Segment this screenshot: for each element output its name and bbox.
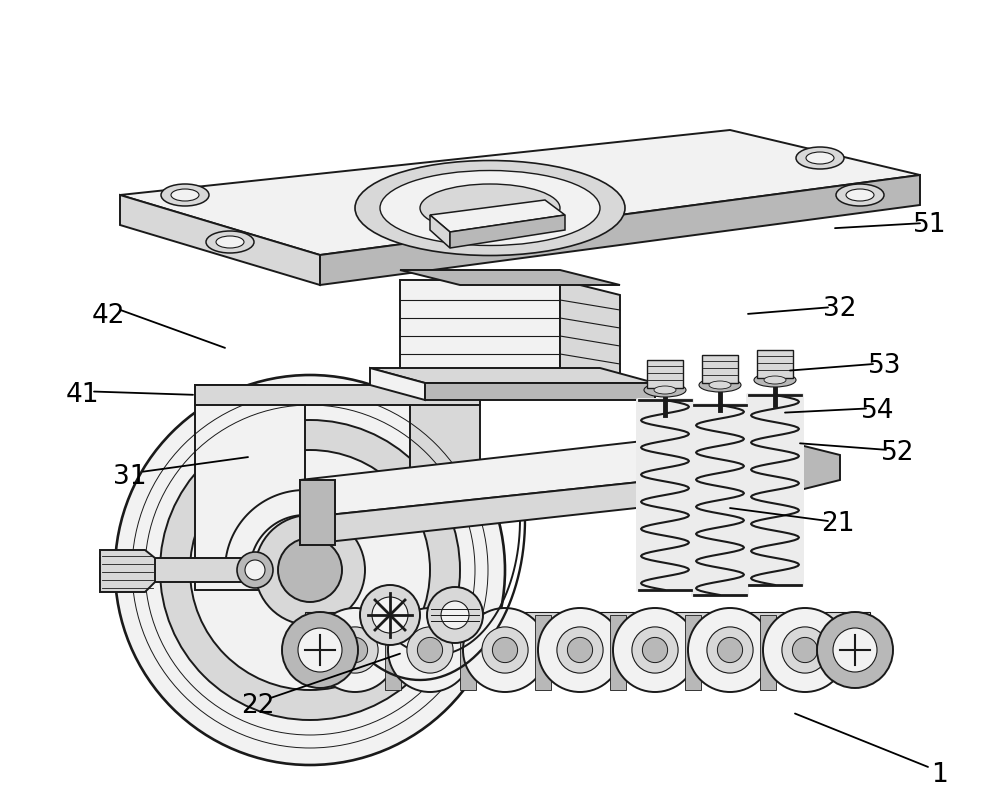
- Ellipse shape: [836, 184, 884, 206]
- Polygon shape: [684, 615, 700, 690]
- Circle shape: [278, 538, 342, 602]
- Polygon shape: [300, 465, 800, 545]
- FancyBboxPatch shape: [746, 393, 804, 587]
- Polygon shape: [400, 270, 620, 285]
- Circle shape: [717, 637, 743, 663]
- Text: 51: 51: [913, 212, 947, 238]
- Circle shape: [298, 628, 342, 672]
- Text: 1: 1: [932, 762, 948, 788]
- Text: 54: 54: [861, 398, 895, 424]
- Ellipse shape: [846, 189, 874, 201]
- Ellipse shape: [171, 189, 199, 201]
- Polygon shape: [757, 350, 793, 378]
- Polygon shape: [760, 615, 776, 690]
- Circle shape: [388, 608, 472, 692]
- Ellipse shape: [709, 381, 731, 389]
- Ellipse shape: [796, 147, 844, 169]
- Polygon shape: [702, 355, 738, 383]
- Polygon shape: [410, 400, 480, 500]
- Ellipse shape: [699, 378, 741, 392]
- Circle shape: [255, 515, 365, 625]
- Polygon shape: [560, 280, 620, 385]
- Circle shape: [313, 608, 397, 692]
- Circle shape: [245, 560, 265, 580]
- Text: 52: 52: [881, 440, 915, 466]
- Text: 32: 32: [823, 296, 857, 322]
- Ellipse shape: [216, 236, 244, 248]
- Polygon shape: [370, 368, 425, 400]
- Polygon shape: [300, 430, 800, 518]
- Text: 21: 21: [821, 511, 855, 537]
- Polygon shape: [195, 385, 305, 590]
- Polygon shape: [534, 615, 550, 690]
- Circle shape: [642, 637, 668, 663]
- Ellipse shape: [161, 184, 209, 206]
- Circle shape: [332, 627, 378, 673]
- Circle shape: [417, 637, 443, 663]
- Circle shape: [567, 637, 593, 663]
- Text: 53: 53: [868, 353, 902, 379]
- Polygon shape: [647, 360, 683, 388]
- Circle shape: [538, 608, 622, 692]
- Circle shape: [613, 608, 697, 692]
- Text: 22: 22: [241, 693, 275, 719]
- Polygon shape: [610, 615, 626, 690]
- Circle shape: [688, 608, 772, 692]
- FancyBboxPatch shape: [691, 403, 749, 597]
- Circle shape: [441, 601, 469, 629]
- Circle shape: [407, 627, 453, 673]
- Circle shape: [190, 450, 430, 690]
- Circle shape: [342, 637, 368, 663]
- Ellipse shape: [206, 231, 254, 253]
- Circle shape: [427, 587, 483, 643]
- Polygon shape: [195, 385, 480, 405]
- Circle shape: [492, 637, 518, 663]
- Circle shape: [372, 597, 408, 633]
- Ellipse shape: [380, 171, 600, 245]
- Polygon shape: [425, 383, 655, 400]
- Circle shape: [463, 608, 547, 692]
- Polygon shape: [100, 558, 255, 582]
- Circle shape: [115, 375, 505, 765]
- Polygon shape: [100, 550, 155, 592]
- Text: 31: 31: [113, 464, 147, 490]
- Circle shape: [282, 612, 358, 688]
- Ellipse shape: [420, 184, 560, 232]
- Circle shape: [792, 637, 818, 663]
- Ellipse shape: [806, 152, 834, 164]
- Circle shape: [160, 420, 460, 720]
- Polygon shape: [430, 200, 565, 232]
- Polygon shape: [305, 612, 870, 625]
- Ellipse shape: [644, 383, 686, 397]
- Circle shape: [557, 627, 603, 673]
- Polygon shape: [450, 215, 565, 248]
- Text: 41: 41: [65, 382, 99, 408]
- Circle shape: [632, 627, 678, 673]
- Ellipse shape: [654, 386, 676, 394]
- Circle shape: [360, 585, 420, 645]
- Polygon shape: [384, 615, 400, 690]
- Circle shape: [707, 627, 753, 673]
- Polygon shape: [120, 195, 320, 285]
- Ellipse shape: [355, 160, 625, 256]
- Circle shape: [782, 627, 828, 673]
- Ellipse shape: [764, 376, 786, 384]
- Polygon shape: [800, 445, 840, 490]
- Polygon shape: [120, 130, 920, 255]
- Circle shape: [833, 628, 877, 672]
- Polygon shape: [400, 280, 560, 370]
- Circle shape: [482, 627, 528, 673]
- FancyBboxPatch shape: [636, 398, 694, 592]
- Text: 42: 42: [91, 303, 125, 328]
- Polygon shape: [320, 175, 920, 285]
- Ellipse shape: [754, 373, 796, 387]
- Circle shape: [237, 552, 273, 588]
- Polygon shape: [460, 615, 476, 690]
- Circle shape: [763, 608, 847, 692]
- Polygon shape: [430, 215, 450, 248]
- Polygon shape: [300, 480, 335, 545]
- Circle shape: [817, 612, 893, 688]
- Polygon shape: [370, 368, 655, 383]
